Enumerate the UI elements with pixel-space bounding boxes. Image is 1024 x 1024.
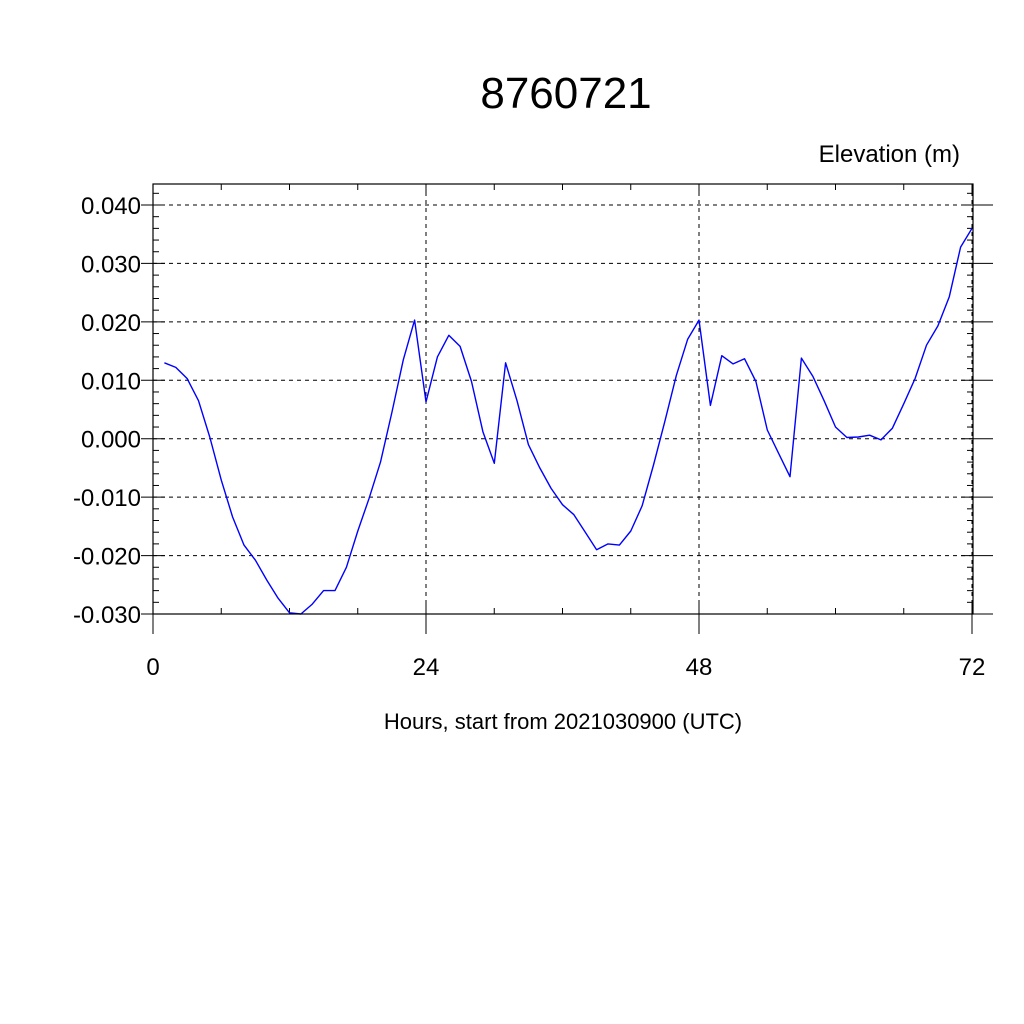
y-tick-label: -0.020: [73, 544, 141, 571]
x-axis-label: Hours, start from 2021030900 (UTC): [384, 709, 742, 734]
series-group: [164, 228, 973, 615]
x-tick-label: 24: [413, 654, 440, 681]
y-tick-label: -0.030: [73, 602, 141, 629]
y-tick-label: 0.020: [81, 310, 141, 337]
chart-title: 8760721: [480, 69, 651, 118]
x-tick-labels: 0 24 48 72: [146, 654, 985, 681]
y-tick-label: 0.010: [81, 368, 141, 395]
x-tick-label: 72: [959, 654, 986, 681]
y-tick-label: 0.040: [81, 193, 141, 220]
y-tick-label: 0.030: [81, 251, 141, 278]
y-tick-label: -0.010: [73, 485, 141, 512]
x-tick-label: 0: [146, 654, 159, 681]
x-tick-label: 48: [686, 654, 713, 681]
y-tick-labels: -0.030 -0.020 -0.010 0.000 0.010 0.020 0.030 0.…: [73, 193, 141, 629]
plot-frame: [152, 183, 974, 615]
grid-lines: [152, 184, 973, 615]
y-tick-label: 0.000: [81, 427, 141, 454]
y-axis-label: Elevation (m): [819, 141, 960, 168]
axis-ticks: [141, 184, 993, 634]
series-line: [164, 228, 973, 615]
